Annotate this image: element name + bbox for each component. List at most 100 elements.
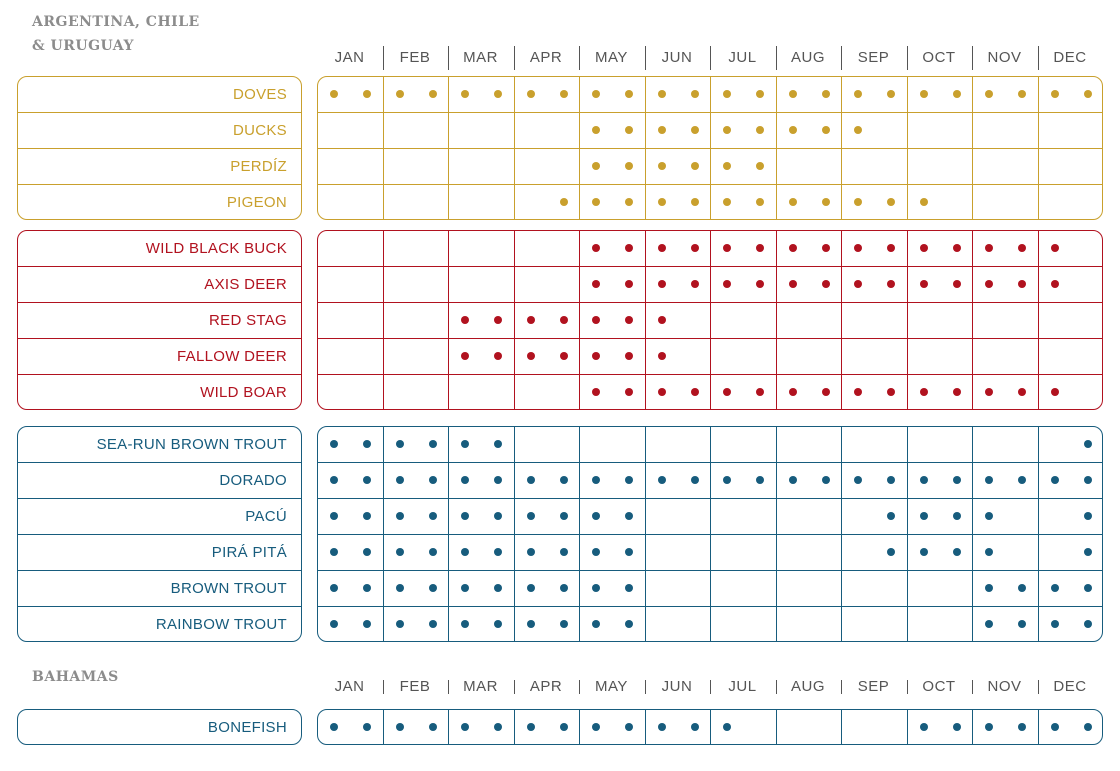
month-separator: [644, 46, 646, 70]
season-dot: [756, 388, 764, 396]
season-dot: [494, 620, 502, 628]
row-divider: [18, 374, 301, 375]
season-dot: [756, 126, 764, 134]
season-dot: [919, 280, 928, 288]
season-dot: [1018, 244, 1026, 252]
month-separator: [710, 680, 711, 694]
season-dot: [952, 244, 961, 252]
season-dot: [494, 723, 502, 731]
row-label: PIRÁ PITÁ: [211, 544, 287, 561]
season-dot: [625, 620, 633, 628]
season-dot: [330, 548, 338, 556]
season-dot: [985, 620, 993, 628]
row-divider: [18, 148, 301, 149]
group-label-box: DOVES DUCKS PERDÍZ PIGEON: [17, 76, 302, 220]
month-header: APR: [529, 49, 563, 66]
month-separator: [513, 46, 515, 70]
season-dot: [625, 126, 633, 134]
season-dot: [526, 352, 535, 360]
season-dot: [526, 723, 535, 731]
row-divider: [18, 462, 301, 463]
month-gridline: [1037, 231, 1039, 409]
row-divider: [318, 338, 1102, 339]
season-dot: [330, 476, 338, 484]
season-dot: [657, 280, 666, 288]
season-dot: [756, 476, 764, 484]
season-dot: [919, 90, 928, 98]
season-dot: [330, 584, 338, 592]
season-dot: [363, 723, 371, 731]
season-dot: [625, 512, 633, 520]
row-label: FALLOW DEER: [177, 348, 287, 365]
month-separator: [644, 680, 646, 694]
season-dot: [625, 316, 633, 324]
season-dot: [559, 476, 568, 484]
season-dot: [395, 723, 404, 731]
season-dot: [887, 548, 895, 556]
season-dot: [952, 280, 961, 288]
season-dot: [559, 723, 568, 731]
season-dot: [919, 476, 928, 484]
month-header: DEC: [1053, 678, 1087, 695]
season-dot: [756, 244, 764, 252]
season-dot: [854, 198, 862, 206]
season-dot: [887, 90, 895, 98]
season-dot: [363, 440, 371, 448]
month-gridline: [382, 231, 384, 409]
season-dot: [985, 476, 993, 484]
season-dot: [428, 476, 437, 484]
season-dot: [395, 584, 404, 592]
season-dot: [657, 244, 666, 252]
month-separator: [841, 680, 842, 694]
season-dot: [657, 162, 666, 170]
season-dot: [1083, 90, 1092, 98]
season-dot: [625, 584, 633, 592]
season-dot: [559, 548, 568, 556]
season-dot: [756, 280, 764, 288]
season-dot: [625, 548, 633, 556]
season-dot: [723, 280, 731, 288]
month-gridline: [644, 710, 646, 744]
month-gridline: [579, 710, 580, 744]
season-dot: [1083, 476, 1092, 484]
season-dot: [788, 198, 797, 206]
season-dot: [821, 90, 830, 98]
season-dot: [526, 548, 535, 556]
season-dot: [1083, 584, 1092, 592]
month-gridline: [513, 710, 515, 744]
season-dot: [821, 244, 830, 252]
month-gridline: [972, 231, 973, 409]
season-dot: [428, 90, 437, 98]
season-dot: [461, 584, 469, 592]
season-dot: [1050, 723, 1059, 731]
month-gridline: [710, 710, 711, 744]
row-divider: [318, 498, 1102, 499]
group-grid-box: [317, 709, 1103, 745]
season-dot: [461, 512, 469, 520]
season-dot: [428, 512, 437, 520]
season-dot: [657, 388, 666, 396]
season-dot: [363, 90, 371, 98]
month-gridline: [448, 710, 449, 744]
season-dot: [788, 280, 797, 288]
season-dot: [330, 620, 338, 628]
season-dot: [690, 723, 699, 731]
season-dot: [788, 476, 797, 484]
month-separator: [382, 46, 384, 70]
row-divider: [18, 112, 301, 113]
month-header: OCT: [922, 49, 956, 66]
month-separator: [448, 46, 449, 70]
season-dot: [526, 620, 535, 628]
month-header: JUN: [661, 678, 693, 695]
season-dot: [395, 620, 404, 628]
month-gridline: [906, 231, 908, 409]
month-separator: [579, 46, 580, 70]
season-dot: [428, 548, 437, 556]
season-dot: [723, 476, 731, 484]
row-divider: [18, 266, 301, 267]
season-dot: [592, 126, 600, 134]
season-dot: [428, 584, 437, 592]
month-separator: [579, 680, 580, 694]
season-dot: [1018, 723, 1026, 731]
month-gridline: [513, 231, 515, 409]
